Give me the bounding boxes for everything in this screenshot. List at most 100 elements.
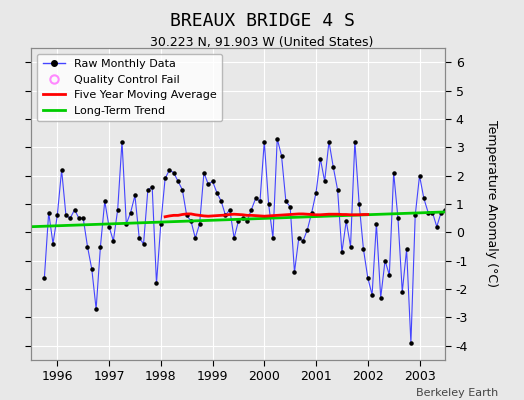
Point — [187, 218, 195, 224]
Point — [342, 218, 351, 224]
Point — [131, 192, 139, 199]
Point — [92, 306, 100, 312]
Point — [53, 212, 61, 218]
Point — [364, 274, 372, 281]
Point — [260, 138, 268, 145]
Point — [195, 221, 204, 227]
Y-axis label: Temperature Anomaly (°C): Temperature Anomaly (°C) — [485, 120, 498, 288]
Point — [424, 209, 432, 216]
Point — [407, 340, 415, 346]
Point — [286, 204, 294, 210]
Point — [338, 249, 346, 256]
Point — [273, 136, 281, 142]
Point — [312, 190, 320, 196]
Point — [316, 156, 324, 162]
Point — [294, 235, 303, 241]
Point — [200, 170, 208, 176]
Point — [217, 198, 225, 204]
Point — [346, 243, 355, 250]
Text: BREAUX BRIDGE 4 S: BREAUX BRIDGE 4 S — [170, 12, 354, 30]
Point — [40, 274, 49, 281]
Point — [433, 224, 441, 230]
Point — [454, 204, 463, 210]
Point — [269, 235, 277, 241]
Point — [118, 138, 126, 145]
Point — [385, 272, 394, 278]
Point — [114, 206, 122, 213]
Point — [252, 195, 260, 202]
Point — [329, 164, 337, 170]
Point — [88, 266, 96, 272]
Point — [325, 138, 333, 145]
Point — [321, 178, 329, 184]
Text: Berkeley Earth: Berkeley Earth — [416, 388, 498, 398]
Point — [101, 198, 109, 204]
Point — [458, 212, 467, 218]
Point — [213, 190, 221, 196]
Text: 30.223 N, 91.903 W (United States): 30.223 N, 91.903 W (United States) — [150, 36, 374, 49]
Point — [174, 178, 182, 184]
Point — [148, 184, 156, 190]
Point — [105, 224, 113, 230]
Point — [83, 243, 92, 250]
Point — [282, 198, 290, 204]
Point — [333, 187, 342, 193]
Point — [230, 235, 238, 241]
Point — [161, 175, 169, 182]
Point — [191, 235, 200, 241]
Point — [144, 187, 152, 193]
Point — [109, 238, 117, 244]
Point — [355, 201, 363, 207]
Point — [463, 206, 471, 213]
Point — [256, 198, 264, 204]
Point — [467, 209, 475, 216]
Point — [126, 209, 135, 216]
Point — [135, 235, 144, 241]
Point — [351, 138, 359, 145]
Point — [445, 215, 454, 221]
Point — [204, 181, 212, 187]
Point — [139, 240, 148, 247]
Point — [394, 215, 402, 221]
Point — [70, 206, 79, 213]
Point — [308, 209, 316, 216]
Point — [368, 292, 376, 298]
Point — [170, 170, 178, 176]
Point — [182, 212, 191, 218]
Point — [226, 206, 234, 213]
Legend: Raw Monthly Data, Quality Control Fail, Five Year Moving Average, Long-Term Tren: Raw Monthly Data, Quality Control Fail, … — [37, 54, 222, 121]
Point — [389, 170, 398, 176]
Point — [45, 209, 53, 216]
Point — [165, 167, 173, 173]
Point — [122, 221, 130, 227]
Point — [277, 152, 286, 159]
Point — [238, 215, 247, 221]
Point — [437, 209, 445, 216]
Point — [247, 206, 256, 213]
Point — [178, 187, 187, 193]
Point — [359, 246, 368, 252]
Point — [372, 221, 380, 227]
Point — [420, 195, 428, 202]
Point — [381, 258, 389, 264]
Point — [209, 178, 217, 184]
Point — [303, 226, 312, 233]
Point — [157, 221, 165, 227]
Point — [152, 280, 161, 287]
Point — [49, 240, 57, 247]
Point — [75, 215, 83, 221]
Point — [79, 215, 88, 221]
Point — [441, 206, 450, 213]
Point — [398, 289, 407, 295]
Point — [66, 215, 74, 221]
Point — [234, 218, 243, 224]
Point — [377, 294, 385, 301]
Point — [243, 218, 251, 224]
Point — [450, 209, 458, 216]
Point — [402, 246, 411, 252]
Point — [416, 172, 424, 179]
Point — [221, 212, 230, 218]
Point — [411, 212, 419, 218]
Point — [62, 212, 70, 218]
Point — [299, 238, 307, 244]
